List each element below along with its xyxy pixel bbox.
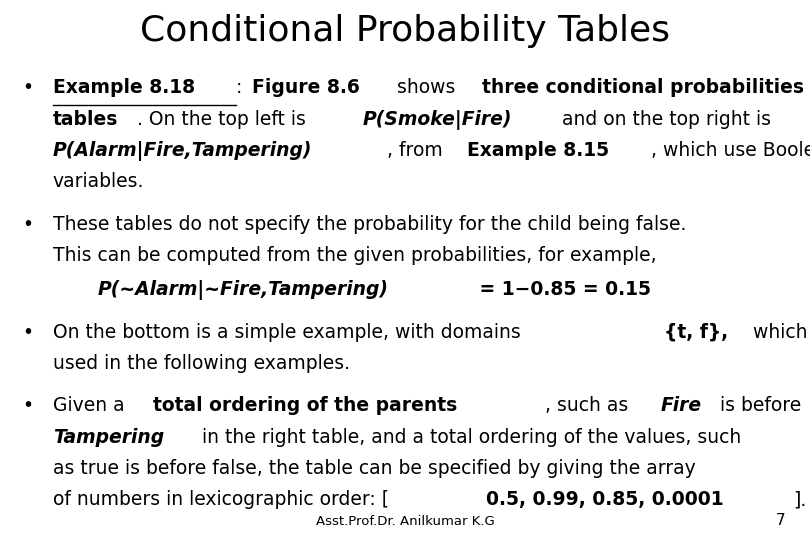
Text: This can be computed from the given probabilities, for example,: This can be computed from the given prob… (53, 246, 656, 265)
Text: 7: 7 (776, 513, 786, 528)
Text: •: • (23, 396, 34, 415)
Text: ].: ]. (793, 490, 806, 509)
Text: shows: shows (391, 78, 462, 97)
Text: used in the following examples.: used in the following examples. (53, 354, 350, 373)
Text: variables.: variables. (53, 172, 144, 191)
Text: Given a: Given a (53, 396, 130, 415)
Text: = 1−0.85 = 0.15: = 1−0.85 = 0.15 (473, 280, 650, 299)
Text: {t, f},: {t, f}, (664, 322, 728, 342)
Text: Example 8.18: Example 8.18 (53, 78, 194, 97)
Text: Conditional Probability Tables: Conditional Probability Tables (140, 14, 670, 48)
Text: tables: tables (53, 110, 118, 129)
Text: which will be: which will be (747, 322, 810, 342)
Text: , which use Boolean: , which use Boolean (650, 141, 810, 160)
Text: Tampering: Tampering (53, 428, 164, 447)
Text: :: : (236, 78, 249, 97)
Text: P(~Alarm|~Fire,Tampering): P(~Alarm|~Fire,Tampering) (97, 280, 388, 300)
Text: •: • (23, 78, 34, 97)
Text: Figure 8.6: Figure 8.6 (252, 78, 360, 97)
Text: in the right table, and a total ordering of the values, such: in the right table, and a total ordering… (196, 428, 741, 447)
Text: Example 8.15: Example 8.15 (467, 141, 609, 160)
Text: On the bottom is a simple example, with domains: On the bottom is a simple example, with … (53, 322, 526, 342)
Text: of numbers in lexicographic order: [: of numbers in lexicographic order: [ (53, 490, 389, 509)
Text: . On the top left is: . On the top left is (137, 110, 312, 129)
Text: P(Alarm|Fire,Tampering): P(Alarm|Fire,Tampering) (53, 141, 312, 161)
Text: is before: is before (714, 396, 801, 415)
Text: •: • (23, 214, 34, 233)
Text: as true is before false, the table can be specified by giving the array: as true is before false, the table can b… (53, 459, 696, 478)
Text: 0.5, 0.99, 0.85, 0.0001: 0.5, 0.99, 0.85, 0.0001 (486, 490, 724, 509)
Text: three conditional probabilities: three conditional probabilities (482, 78, 804, 97)
Text: These tables do not specify the probability for the child being false.: These tables do not specify the probabil… (53, 214, 686, 233)
Text: total ordering of the parents: total ordering of the parents (153, 396, 457, 415)
Text: •: • (23, 322, 34, 342)
Text: , such as: , such as (545, 396, 635, 415)
Text: P(Smoke|Fire): P(Smoke|Fire) (363, 110, 512, 130)
Text: Fire: Fire (660, 396, 701, 415)
Text: and on the top right is: and on the top right is (556, 110, 770, 129)
Text: Asst.Prof.Dr. Anilkumar K.G: Asst.Prof.Dr. Anilkumar K.G (316, 515, 494, 528)
Text: , from: , from (387, 141, 450, 160)
